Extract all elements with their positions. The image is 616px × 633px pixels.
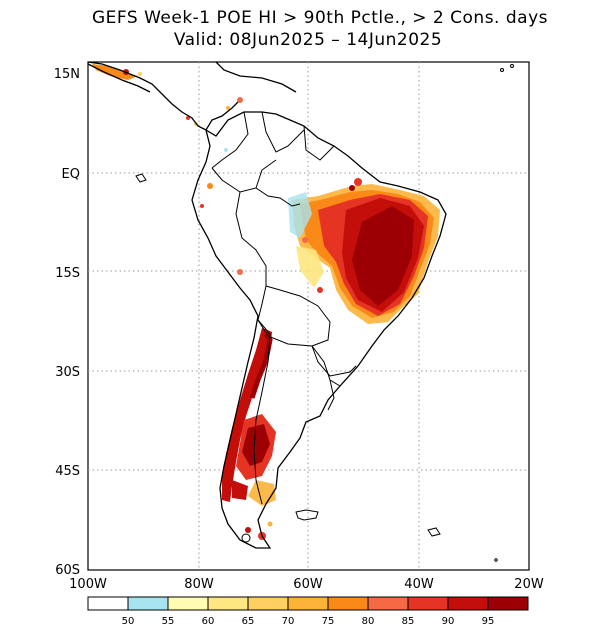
colorbar-label-65: 65 <box>242 616 255 627</box>
lon-label-20w: 20W <box>514 577 544 592</box>
lat-label-60s: 60S <box>55 563 80 578</box>
lon-label-40w: 40W <box>404 577 434 592</box>
colorbar: 50 55 60 65 70 75 80 85 90 95 <box>87 596 529 627</box>
coastlines <box>87 61 447 549</box>
colorbar-label-55: 55 <box>162 616 175 627</box>
colorbar-box <box>207 596 249 611</box>
colorbar-label-90: 90 <box>442 616 455 627</box>
map-frame <box>87 61 530 571</box>
lat-label-15n: 15N <box>54 67 80 82</box>
map-subtitle: Valid: 08Jun2025 – 14Jun2025 <box>173 30 443 50</box>
map-title: GEFS Week-1 POE HI > 90th Pctle., > 2 Co… <box>92 8 548 28</box>
colorbar-box <box>447 596 489 611</box>
lon-label-60w: 60W <box>293 577 323 592</box>
colorbar-box <box>167 596 209 611</box>
colorbar-label-70: 70 <box>282 616 295 627</box>
lat-label-15s: 15S <box>55 266 80 281</box>
colorbar-label-60: 60 <box>202 616 215 627</box>
lat-label-30s: 30S <box>55 365 80 380</box>
colorbar-boxes <box>87 596 529 611</box>
lat-label-45s: 45S <box>55 464 80 479</box>
lon-label-80w: 80W <box>184 577 214 592</box>
colorbar-box <box>247 596 289 611</box>
colorbar-box <box>487 596 529 611</box>
colorbar-label-75: 75 <box>322 616 335 627</box>
islands <box>135 64 514 562</box>
colorbar-labels: 50 55 60 65 70 75 80 85 90 95 <box>122 616 495 627</box>
colorbar-label-50: 50 <box>122 616 135 627</box>
colorbar-label-80: 80 <box>362 616 375 627</box>
colorbar-box <box>127 596 169 611</box>
colorbar-box <box>287 596 329 611</box>
colorbar-label-85: 85 <box>402 616 415 627</box>
heat-shading <box>92 64 440 540</box>
colorbar-box <box>327 596 369 611</box>
colorbar-label-95: 95 <box>482 616 495 627</box>
colorbar-box <box>367 596 409 611</box>
lat-label-eq: EQ <box>62 167 80 182</box>
colorbar-box <box>87 596 129 611</box>
lon-label-100w: 100W <box>69 577 107 592</box>
colorbar-box <box>407 596 449 611</box>
